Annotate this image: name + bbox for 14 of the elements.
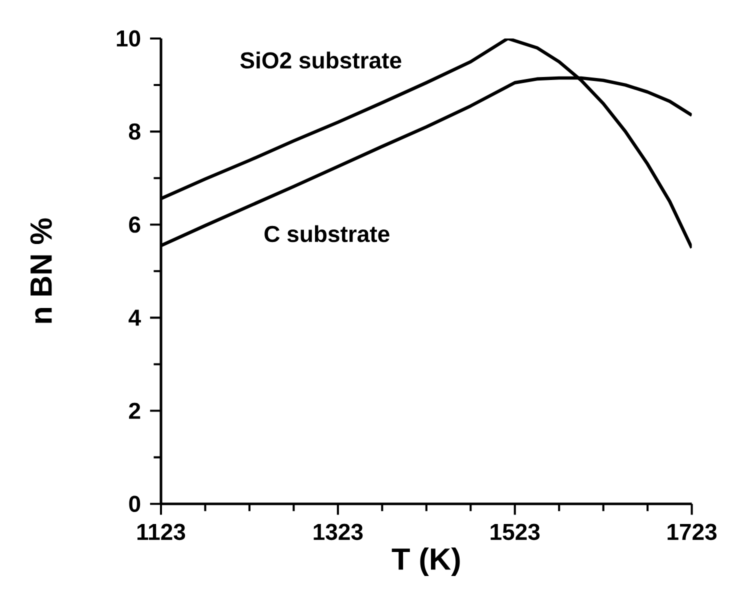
series-label: C substrate: [264, 225, 390, 242]
y-tick-label: 10: [116, 30, 140, 47]
y-tick-label: 0: [129, 496, 140, 512]
x-axis-title: T (K): [392, 548, 460, 576]
x-tick-label: 1123: [137, 524, 186, 540]
series-label: SiO2 substrate: [240, 52, 402, 69]
x-tick-label: 1723: [668, 524, 717, 540]
y-tick-label: 6: [129, 216, 140, 233]
y-axis-title: n BN %: [30, 218, 52, 323]
x-tick-label: 1523: [490, 524, 540, 540]
y-tick-label: 8: [128, 123, 140, 140]
y-tick-label: 4: [128, 310, 141, 326]
x-tick-label: 1323: [314, 524, 363, 540]
y-tick-label: 2: [129, 402, 140, 419]
